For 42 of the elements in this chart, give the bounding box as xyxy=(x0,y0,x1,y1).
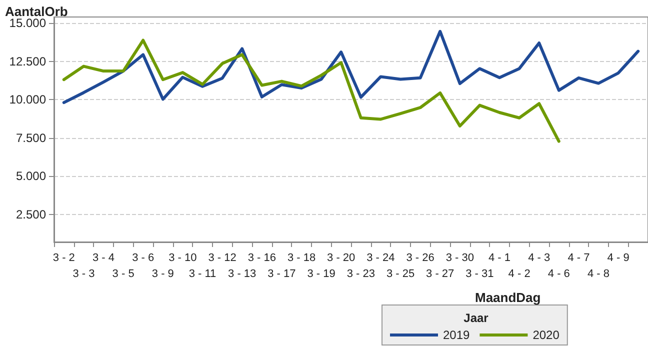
x-tick-label: 3 - 19 xyxy=(307,268,336,280)
x-tick-label: 3 - 30 xyxy=(446,252,474,264)
x-tick-label: 4 - 7 xyxy=(568,252,590,264)
y-tick-label: 10.000 xyxy=(9,92,46,107)
x-tick-label: 3 - 4 xyxy=(92,252,115,264)
x-tick-label: 4 - 8 xyxy=(587,268,610,280)
y-tick-label: 7.500 xyxy=(16,130,46,145)
x-tick-label: 3 - 31 xyxy=(466,268,494,280)
x-tick-label: 4 - 3 xyxy=(528,252,550,264)
x-tick-label: 3 - 12 xyxy=(208,252,236,264)
x-axis-title: MaandDag xyxy=(475,290,541,305)
x-tick-label: 3 - 10 xyxy=(168,252,197,264)
y-tick-label: 15.000 xyxy=(9,16,46,30)
x-tick-label: 3 - 9 xyxy=(152,268,174,280)
y-tick-label: 2.500 xyxy=(16,207,46,222)
x-tick-label: 3 - 11 xyxy=(188,268,216,280)
x-tick-label: 4 - 2 xyxy=(508,268,530,280)
x-tick-label: 3 - 25 xyxy=(386,268,415,280)
x-tick-label: 3 - 27 xyxy=(426,268,454,280)
x-tick-label: 3 - 23 xyxy=(346,268,375,280)
x-tick-label: 4 - 9 xyxy=(607,252,630,264)
legend-label: 2020 xyxy=(532,328,560,342)
x-tick-label: 3 - 3 xyxy=(72,268,95,280)
x-tick-label: 3 - 24 xyxy=(366,252,395,264)
y-tick-label: 12.500 xyxy=(9,54,46,68)
line-series xyxy=(62,38,560,143)
x-tick-label: 3 - 13 xyxy=(228,268,256,280)
x-tick-label: 3 - 26 xyxy=(406,252,434,264)
y-axis-title: AantalOrb xyxy=(5,4,68,19)
x-tick-label: 3 - 6 xyxy=(132,252,154,264)
legend-title: Jaar xyxy=(464,311,489,325)
x-tick-label: 3 - 20 xyxy=(327,252,356,264)
x-tick-label: 3 - 18 xyxy=(287,252,316,264)
x-tick-label: 4 - 6 xyxy=(548,268,570,280)
legend-label: 2019 xyxy=(443,328,470,342)
x-tick-label: 3 - 2 xyxy=(52,252,75,264)
line-series xyxy=(62,30,640,104)
x-tick-label: 3 - 16 xyxy=(248,252,276,264)
y-tick-label: 5.000 xyxy=(16,169,46,184)
x-tick-label: 4 - 1 xyxy=(488,252,511,264)
x-tick-label: 3 - 5 xyxy=(112,268,134,280)
x-tick-label: 3 - 17 xyxy=(268,268,296,280)
